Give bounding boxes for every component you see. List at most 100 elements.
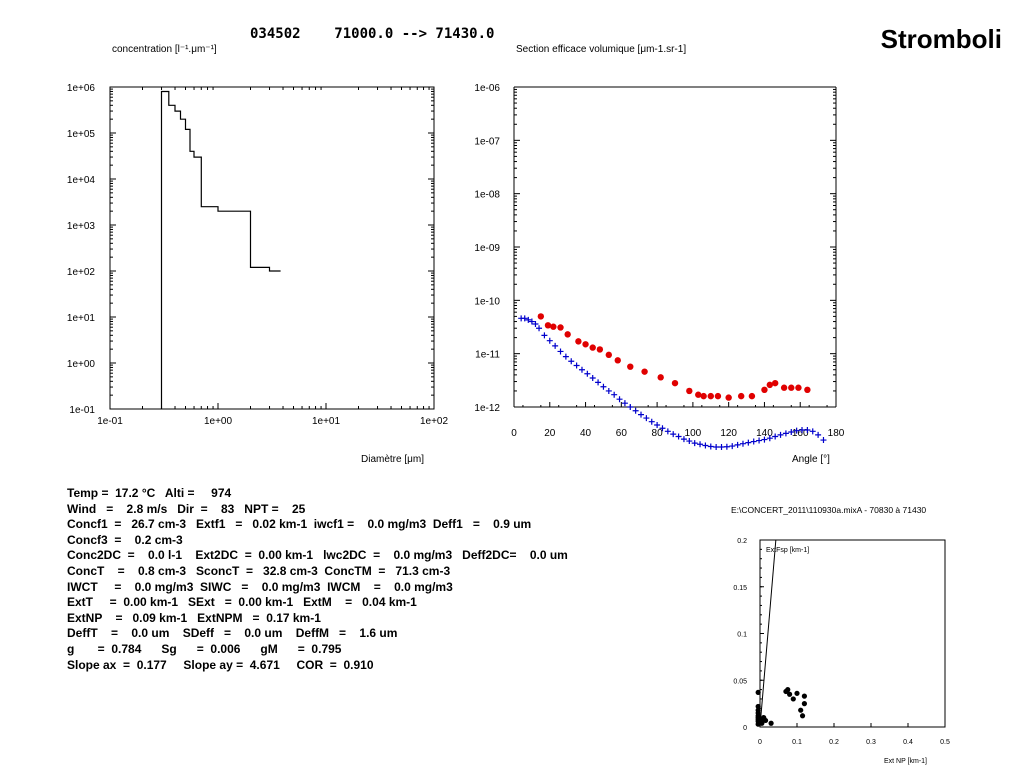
measured-point: [771, 379, 779, 387]
y-tick-label: 0: [743, 725, 747, 732]
scatter-point: [798, 707, 804, 713]
x-tick-label: 180: [828, 428, 845, 439]
measured-point: [582, 341, 589, 348]
computed-point: [766, 435, 773, 442]
x-tick-label: 0.4: [903, 739, 913, 746]
computed-point: [659, 425, 666, 432]
computed-point: [777, 431, 784, 438]
y-tick-label: 0.05: [733, 678, 747, 685]
computed-point: [750, 438, 757, 445]
y-tick-label: 1e-10: [474, 296, 500, 307]
computed-point: [723, 443, 730, 450]
scatter-point: [755, 689, 761, 696]
stats-line: Wind = 2.8 m/s Dir = 83 NPT = 25: [67, 501, 306, 516]
x-tick-label: 1e+00: [204, 416, 233, 427]
stats-line: DeffT = 0.0 um SDeff = 0.0 um DeffM = 1.…: [67, 626, 398, 641]
measured-point: [557, 324, 564, 331]
x-tick-label: 0.3: [866, 739, 876, 746]
x-tick-label: 20: [544, 428, 556, 439]
measured-point: [714, 392, 722, 400]
y-tick-label: 0.2: [737, 538, 747, 545]
measured-point: [614, 357, 621, 364]
y-tick-label: 1e+02: [67, 267, 96, 278]
computed-point: [584, 370, 591, 377]
measured-point: [780, 384, 788, 391]
measured-point: [596, 346, 604, 353]
left-plot-xlabel: Diamètre [μm]: [361, 454, 424, 465]
computed-point: [568, 358, 575, 365]
computed-point: [734, 441, 741, 448]
y-tick-label: 1e-06: [474, 83, 500, 94]
y-tick-label: 1e+01: [67, 313, 96, 324]
scatter-point: [801, 701, 807, 707]
computed-point: [680, 436, 687, 443]
computed-point: [804, 427, 811, 434]
computed-point: [541, 332, 548, 339]
size-distribution-chart: 1e-01 1e+00 1e+01 1e+02 1e-01 1e+00 1e+01 1e+02…: [67, 83, 449, 427]
computed-point: [756, 437, 763, 444]
x-tick-label: 0.2: [829, 739, 839, 746]
computed-point: [761, 436, 768, 443]
computed-point: [788, 428, 795, 435]
computed-point: [815, 431, 822, 438]
measured-point: [737, 392, 745, 400]
computed-point: [745, 439, 752, 446]
x-tick-label: 80: [652, 428, 664, 439]
computed-point: [707, 443, 714, 450]
computed-point: [552, 342, 559, 349]
computed-point: [782, 430, 789, 437]
measured-point: [804, 386, 811, 394]
measured-point: [537, 313, 545, 320]
computed-point: [729, 443, 736, 450]
scatter-point: [787, 691, 793, 697]
computed-point: [627, 404, 634, 410]
computed-point: [713, 443, 720, 450]
computed-point: [573, 362, 580, 369]
scatter-ylabel: ExtFsp [km-1]: [766, 547, 809, 554]
measured-point: [550, 323, 557, 330]
computed-point: [675, 433, 682, 440]
computed-point: [521, 315, 528, 322]
phase-function-chart: 0 20 40 60 80 100 120 140 160 180 1e-12 1e-11 1e-10 1…: [474, 83, 845, 450]
stats-line: ExtNP = 0.09 km-1 ExtNPM = 0.17 km-1: [67, 610, 321, 625]
computed-point: [600, 383, 607, 390]
statistics-block: Temp = 17.2 °C Alti = 974 Wind = 2.8 m/s …: [67, 486, 568, 673]
stats-line: ExtT = 0.00 km-1 SExt = 0.00 km-1 ExtM =…: [67, 595, 417, 610]
computed-point: [643, 415, 650, 422]
measured-point: [761, 386, 768, 394]
slide-title: Stromboli: [880, 24, 1002, 54]
y-tick-label: 1e+00: [67, 359, 96, 370]
stats-line: Concf1 = 26.7 cm-3 Extf1 = 0.02 km-1 iwc…: [67, 517, 532, 532]
measured-point: [700, 392, 707, 400]
computed-point: [772, 433, 779, 440]
measured-point: [544, 322, 552, 329]
x-tick-label: 1e+02: [420, 416, 449, 427]
x-tick-label: 0: [758, 739, 762, 746]
computed-point: [691, 440, 698, 447]
scatter-point: [759, 720, 765, 726]
y-tick-label: 0.1: [737, 632, 747, 639]
y-tick-label: 1e-12: [474, 403, 500, 414]
right-plot-xlabel: Angle [°]: [792, 454, 830, 465]
computed-point: [621, 400, 628, 407]
scatter-point: [755, 703, 761, 710]
scatter-point: [785, 687, 791, 693]
right-plot-ylabel: Section efficace volumique [μm-1.sr-1]: [516, 44, 687, 55]
computed-point: [532, 320, 539, 327]
measured-point: [589, 344, 596, 351]
regression-line: [759, 539, 777, 728]
x-tick-label: 1e-01: [97, 416, 123, 427]
plot-frame: [759, 539, 946, 728]
stats-line: Conc2DC = 0.0 l-1 Ext2DC = 0.00 km-1 lwc…: [67, 548, 568, 563]
left-plot-ylabel: concentration [l⁻¹.μm⁻¹]: [112, 44, 217, 55]
x-tick-label: 120: [720, 428, 737, 439]
computed-point: [632, 407, 639, 414]
x-tick-label: 0: [511, 428, 517, 439]
scatter-point: [794, 690, 800, 696]
y-tick-label: 1e-08: [474, 190, 500, 201]
scatter-point: [761, 715, 767, 721]
x-tick-label: 0.1: [792, 739, 802, 746]
x-tick-label: 160: [792, 428, 809, 439]
computed-point: [664, 428, 671, 435]
computed-point: [670, 431, 677, 438]
